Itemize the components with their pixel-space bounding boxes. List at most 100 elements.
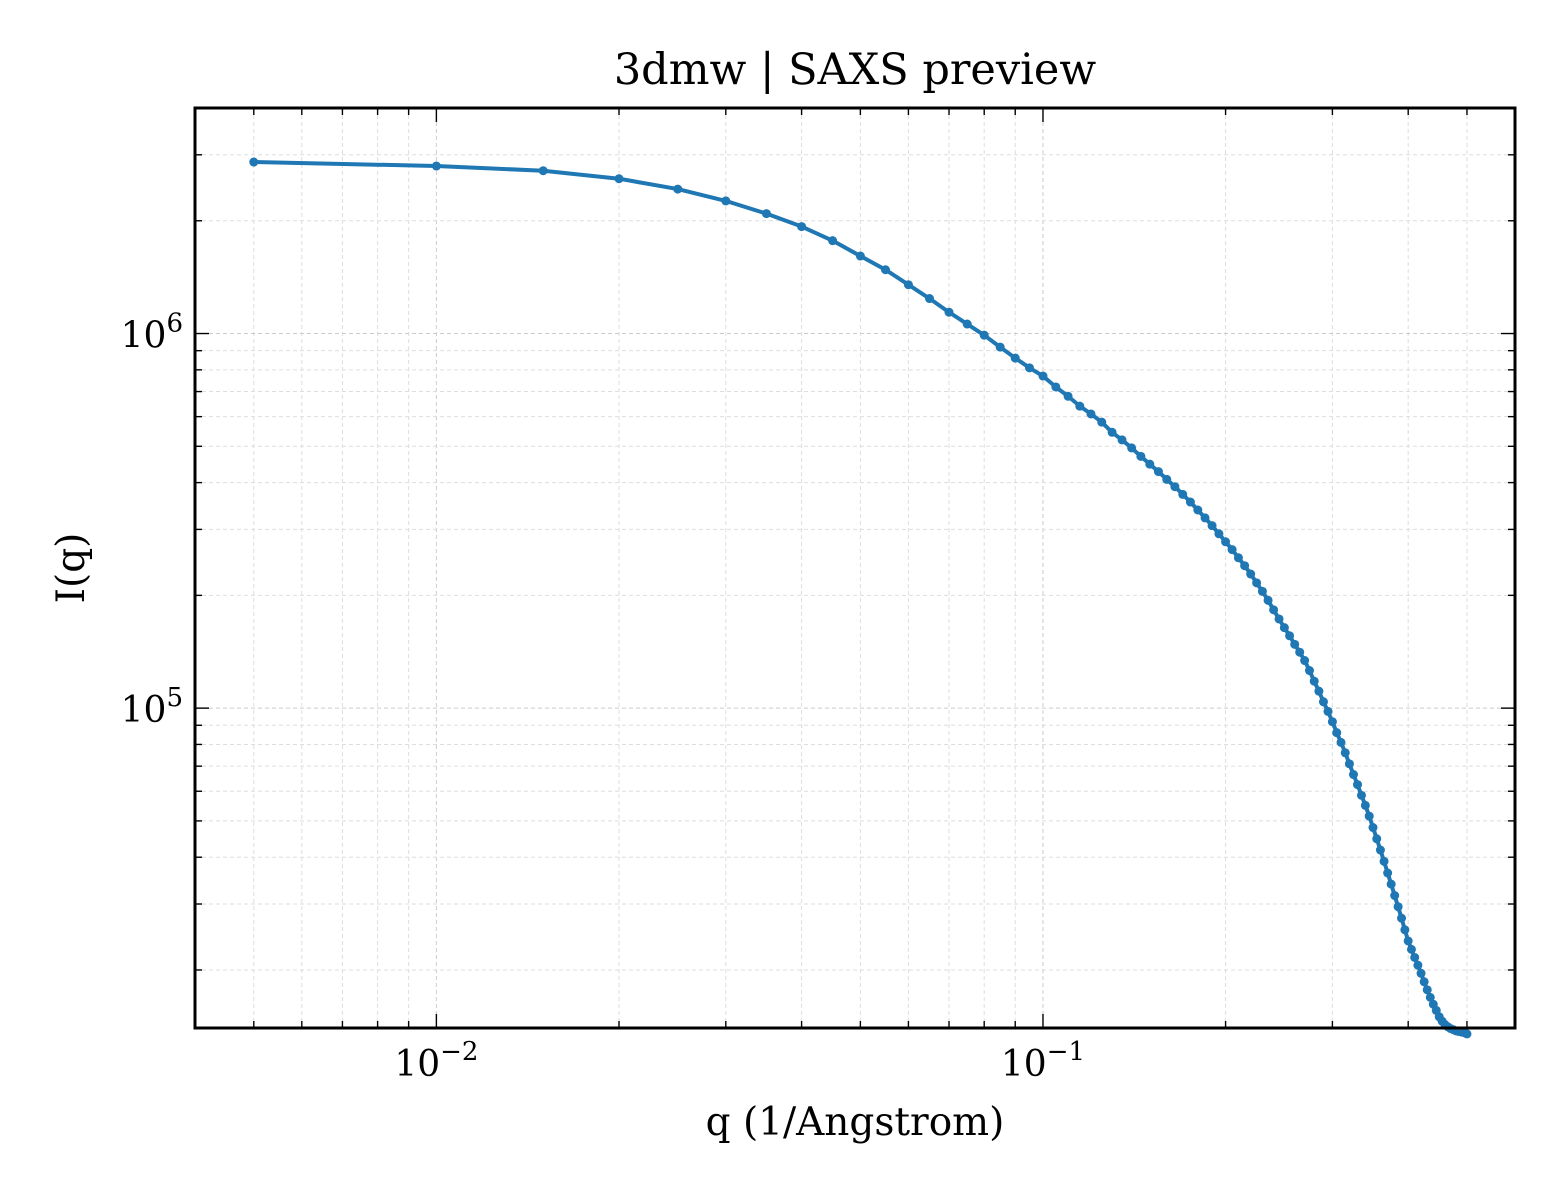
data-point [1257, 586, 1267, 596]
data-point [1290, 639, 1300, 649]
data-point [880, 265, 890, 275]
data-point [1344, 759, 1354, 769]
data-point [1279, 623, 1289, 633]
data-point [1107, 427, 1117, 437]
data-point [1323, 706, 1333, 716]
data-point [1269, 605, 1279, 615]
data-point [979, 330, 989, 340]
data-point [1318, 697, 1328, 707]
data-point [1314, 686, 1324, 696]
data-point [1348, 770, 1358, 780]
data-point [1051, 382, 1061, 392]
data-point [1010, 353, 1020, 363]
data-point [1185, 497, 1195, 507]
data-point [1360, 800, 1370, 810]
data-point [1422, 985, 1432, 995]
data-point [1336, 737, 1346, 747]
data-point [1425, 992, 1435, 1002]
data-point [1145, 459, 1155, 469]
data-point [1386, 879, 1396, 889]
data-point [1327, 717, 1337, 727]
data-point [962, 319, 972, 329]
data-point [721, 196, 731, 206]
data-point [1462, 1029, 1472, 1039]
y-axis-label: I(q) [49, 533, 94, 604]
data-point [1153, 467, 1163, 477]
plot-frame [193, 106, 1517, 1030]
data-point [1075, 401, 1085, 411]
data-point [995, 342, 1005, 352]
data-point [1332, 728, 1342, 738]
data-point [614, 174, 624, 184]
data-point [1038, 371, 1048, 381]
data-point [1024, 363, 1034, 373]
x-tick-label: 10−1 [1001, 1037, 1085, 1085]
data-point [797, 222, 807, 232]
data-point [1221, 537, 1231, 547]
series-layer [249, 157, 1472, 1039]
data-point [1263, 595, 1273, 605]
y-tick-label: 105 [121, 683, 183, 731]
data-point [1178, 489, 1188, 499]
data-point [249, 157, 259, 167]
data-point [1390, 891, 1400, 901]
data-point [1227, 545, 1237, 555]
data-point [1309, 676, 1319, 686]
data-point [1300, 656, 1310, 666]
data-point [1397, 913, 1407, 923]
data-point [1393, 902, 1403, 912]
data-point [1162, 474, 1172, 484]
data-point [944, 307, 954, 317]
data-point [1372, 834, 1382, 844]
data-point [1240, 561, 1250, 571]
data-point [924, 294, 934, 304]
data-point [1274, 614, 1284, 624]
data-point [431, 161, 441, 171]
data-point [1207, 521, 1217, 531]
data-point [1419, 977, 1429, 987]
data-point [828, 236, 838, 246]
data-point [1086, 409, 1096, 419]
ticks [194, 107, 1515, 1028]
data-point [1403, 936, 1413, 946]
data-point [1127, 443, 1137, 453]
chart-title: 3dmw | SAXS preview [614, 45, 1097, 95]
data-point [1356, 790, 1366, 800]
data-point [1214, 529, 1224, 539]
grid [194, 107, 1515, 1028]
data-point [1233, 553, 1243, 563]
data-point [1252, 578, 1262, 588]
data-point [1400, 925, 1410, 935]
data-point [1295, 647, 1305, 657]
data-point [903, 280, 913, 290]
x-axis-label: q (1/Angstrom) [706, 1100, 1005, 1145]
data-point [761, 209, 771, 219]
tick-labels: 10−2 10−1 105 106 [121, 309, 1085, 1085]
data-point [1353, 780, 1363, 790]
data-point [1304, 666, 1314, 676]
data-point [1285, 631, 1295, 641]
data-point [1368, 823, 1378, 833]
data-point [1364, 811, 1374, 821]
data-point [1193, 505, 1203, 515]
y-tick-label: 106 [121, 309, 183, 357]
data-point [1136, 451, 1146, 461]
data-point [1416, 968, 1426, 978]
data-point [538, 166, 548, 176]
data-point [1410, 952, 1420, 962]
data-point [1375, 845, 1385, 855]
data-point [673, 184, 683, 194]
data-point [1117, 435, 1127, 445]
data-point [1246, 569, 1256, 579]
data-point [1170, 482, 1180, 492]
data-point [1063, 391, 1073, 401]
data-point [1097, 417, 1107, 427]
data-point [1413, 960, 1423, 970]
data-point [1340, 748, 1350, 758]
x-tick-label: 10−2 [394, 1037, 478, 1085]
data-point [1383, 868, 1393, 878]
data-point [1200, 513, 1210, 523]
data-point [1379, 856, 1389, 866]
data-point [1406, 944, 1416, 954]
